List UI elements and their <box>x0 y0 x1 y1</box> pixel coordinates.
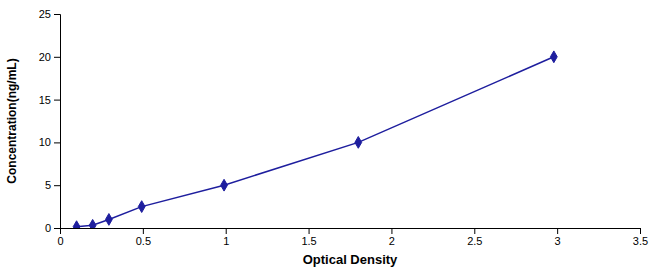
tick-label: 20 <box>39 51 51 63</box>
point <box>138 201 145 213</box>
point <box>221 179 228 191</box>
tick-label: 1.5 <box>301 235 316 247</box>
point <box>550 51 557 63</box>
tick-label: 0.5 <box>136 235 151 247</box>
tick-mark <box>226 228 227 234</box>
tick-label: 3 <box>555 235 561 247</box>
tick-label: 3.5 <box>633 235 648 247</box>
x-axis-line <box>61 229 641 235</box>
tick-label: 15 <box>39 94 51 106</box>
tick: 5 <box>45 179 60 191</box>
tick-mark <box>309 228 310 234</box>
tick-label: 25 <box>39 8 51 20</box>
tick: 1 <box>223 228 229 247</box>
tick: 2.5 <box>467 228 482 247</box>
tick: 25 <box>39 8 60 20</box>
tick-mark <box>54 100 60 101</box>
y-axis-line <box>54 15 61 229</box>
tick-mark <box>54 185 60 186</box>
point <box>73 221 80 228</box>
x-axis-title: Optical Density <box>303 252 398 267</box>
tick-mark <box>557 228 558 234</box>
line <box>77 57 554 227</box>
tick-label: 5 <box>45 179 51 191</box>
tick-label: 0 <box>45 222 51 234</box>
tick-mark <box>54 228 60 229</box>
tick: 3 <box>555 228 561 247</box>
tick-mark <box>54 142 60 143</box>
tick: 10 <box>39 136 60 148</box>
tick: 0 <box>45 222 60 234</box>
tick-mark <box>474 228 475 234</box>
tick: 2 <box>389 228 395 247</box>
tick-label: 1 <box>223 235 229 247</box>
point <box>89 219 96 228</box>
tick-label: 2 <box>389 235 395 247</box>
tick-mark <box>640 228 641 234</box>
tick: 20 <box>39 51 60 63</box>
tick: 0.5 <box>136 228 151 247</box>
chart: 0 0.5 1 1.5 2 2.5 3 3.5 0 5 10 15 20 25 Optical Densit… <box>0 0 664 272</box>
plot: 0 0.5 1 1.5 2 2.5 3 3.5 0 5 10 15 20 25 <box>39 8 648 247</box>
tick-mark <box>391 228 392 234</box>
point <box>355 137 362 149</box>
tick-mark <box>54 57 60 58</box>
point <box>105 214 112 226</box>
tick: 1.5 <box>301 228 316 247</box>
tick-label: 0 <box>57 235 63 247</box>
x-axis: 0 0.5 1 1.5 2 2.5 3 3.5 <box>57 228 648 247</box>
y-axis: 0 5 10 15 20 25 <box>39 8 61 234</box>
y-axis-title: Concentration(ng/mL) <box>5 58 19 183</box>
tick: 0 <box>57 228 63 247</box>
tick: 3.5 <box>633 228 648 247</box>
tick-label: 2.5 <box>467 235 482 247</box>
tick-mark <box>54 14 60 15</box>
tick-label: 10 <box>39 136 51 148</box>
marks <box>73 51 557 228</box>
tick-mark <box>143 228 144 234</box>
tick: 15 <box>39 94 60 106</box>
